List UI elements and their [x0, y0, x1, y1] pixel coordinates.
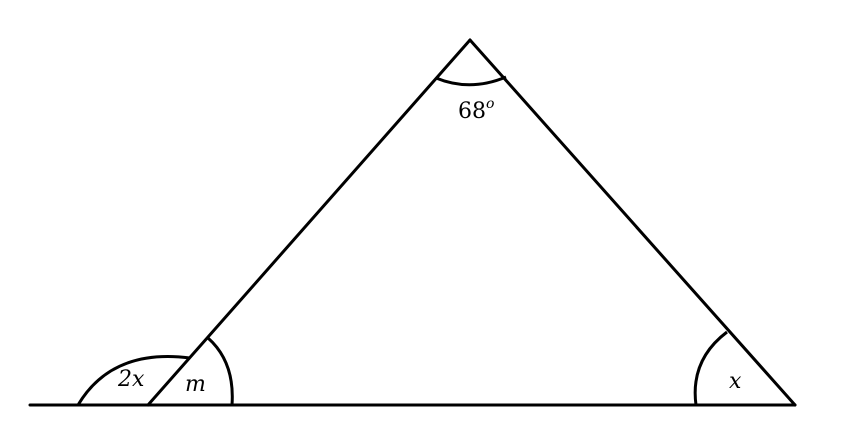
- apex-angle-label: 68o: [458, 96, 494, 124]
- left-interior-angle-arc: [206, 336, 234, 406]
- right-interior-angle-label: x: [729, 369, 742, 394]
- left-side: [146, 38, 472, 407]
- apex-angle-value: 68: [458, 99, 486, 124]
- left-exterior-angle-arc: [76, 355, 191, 406]
- right-interior-angle-arc: [693, 330, 728, 406]
- degree-symbol: o: [486, 96, 494, 112]
- left-interior-angle-label: m: [185, 372, 206, 397]
- left-exterior-angle-label: 2x: [117, 367, 145, 392]
- right-side: [468, 38, 797, 407]
- apex-angle-arc: [435, 75, 507, 87]
